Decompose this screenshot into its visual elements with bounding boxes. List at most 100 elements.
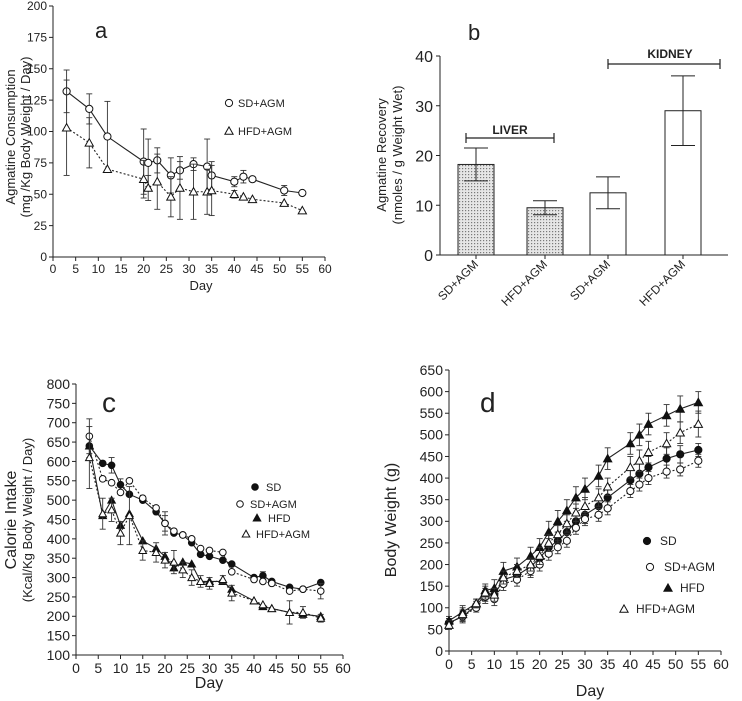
panel-b-label: b <box>468 20 480 45</box>
data-point <box>151 547 161 556</box>
data-point <box>84 452 94 462</box>
data-point <box>512 565 522 575</box>
data-point <box>116 480 125 489</box>
data-point <box>299 585 307 593</box>
data-point <box>570 507 581 517</box>
data-point <box>644 473 653 483</box>
data-point <box>196 544 205 553</box>
x-tick-label: 40 <box>228 262 242 276</box>
data-point <box>676 465 685 474</box>
data-point <box>144 158 153 167</box>
legend-marker <box>241 529 251 538</box>
data-point <box>115 528 126 537</box>
y-tick-label: 550 <box>420 405 444 421</box>
panel-c-ylabel-line2: (Kcal/Kg Body Weight / Day) <box>20 438 35 603</box>
x-tick-label: 50 <box>668 656 684 672</box>
x-tick-label: 20 <box>532 656 548 672</box>
legend-label: SD <box>266 482 281 494</box>
y-tick-label: 100 <box>420 600 444 616</box>
data-point <box>298 188 307 198</box>
data-point <box>694 445 703 455</box>
panel-a-ylabel-line2: (mg /Kg Body Weight / Day) <box>18 57 33 218</box>
x-tick-label: 55 <box>313 660 329 676</box>
y-tick-label: 300 <box>420 513 444 529</box>
x-tick-label: 15 <box>114 262 128 276</box>
x-tick-label: 40 <box>246 660 262 676</box>
data-point <box>675 403 686 413</box>
data-point <box>227 560 236 568</box>
legend-marker <box>252 513 262 522</box>
category-label: HFD+AGM <box>636 257 688 309</box>
y-tick-label: 150 <box>27 62 47 76</box>
data-point <box>525 559 536 569</box>
panel-b-ylabel-line1: Agmatine Recovery <box>374 98 389 212</box>
data-point <box>206 185 217 195</box>
data-point <box>316 587 325 595</box>
data-point <box>227 588 237 597</box>
data-point <box>259 577 267 586</box>
legend-label: HFD+AGM <box>636 602 695 616</box>
series-hfd-plus-agm <box>84 426 326 625</box>
data-point <box>169 557 179 566</box>
data-point <box>694 456 703 465</box>
x-tick-label: 35 <box>224 660 240 676</box>
data-point <box>165 191 176 201</box>
data-point <box>205 546 214 555</box>
y-tick-label: 500 <box>420 427 444 443</box>
data-point <box>174 182 185 192</box>
category-label: HFD+AGM <box>498 257 550 309</box>
data-point <box>195 576 206 585</box>
data-point <box>98 508 108 518</box>
y-tick-label: 600 <box>47 453 71 469</box>
data-point <box>561 518 572 528</box>
data-point <box>138 494 147 503</box>
x-tick-label: 45 <box>645 656 661 672</box>
panel-c-xlabel: Day <box>195 675 223 692</box>
data-point <box>152 176 163 186</box>
data-point <box>84 137 95 147</box>
x-tick-label: 25 <box>179 660 195 676</box>
y-tick-label: 125 <box>27 93 47 107</box>
series-hfd-plus-agm <box>444 410 704 630</box>
data-point <box>580 501 590 510</box>
series-sd-plus-agm <box>62 69 307 198</box>
data-point <box>187 572 197 582</box>
data-point <box>249 595 259 605</box>
data-point <box>267 603 277 613</box>
panel-c: c Day Calorie Intake (Kcal/Kg Body Weigh… <box>3 376 351 692</box>
data-point <box>284 607 295 616</box>
x-tick-label: 15 <box>135 660 151 676</box>
panel-a-xlabel: Day <box>189 278 213 293</box>
data-point <box>644 463 653 472</box>
panel-d-xlabel: Day <box>576 683 604 700</box>
data-point <box>298 607 308 616</box>
legend: SD+AGM HFD+AGM <box>224 98 292 138</box>
series-sd-plus-agm <box>85 418 325 600</box>
y-tick-label: 100 <box>27 125 47 139</box>
series-line <box>448 401 699 622</box>
data-point <box>594 510 603 519</box>
panel-d-label: d <box>480 387 496 418</box>
y-tick-label: 75 <box>34 156 48 170</box>
y-tick-label: 0 <box>435 643 443 659</box>
y-tick-label: 450 <box>47 511 71 527</box>
data-point <box>480 587 491 597</box>
y-tick-label: 350 <box>47 550 71 566</box>
y-tick-label: 200 <box>420 556 444 572</box>
data-point <box>170 527 178 535</box>
legend-marker <box>224 125 234 135</box>
y-tick-label: 700 <box>47 415 71 431</box>
data-point <box>552 529 563 539</box>
legend-marker <box>236 500 244 508</box>
panel-d: d Day Body Weight (g) 0 5 10 15 20 25 30 35 40 45… <box>383 362 729 700</box>
y-tick-label: 50 <box>427 621 443 637</box>
x-tick-label: 10 <box>487 656 503 672</box>
x-tick-label: 60 <box>713 656 729 672</box>
y-tick-label: 40 <box>415 49 433 66</box>
data-point <box>580 483 590 493</box>
y-tick-label: 20 <box>415 149 433 166</box>
x-tick-label: 0 <box>72 660 80 676</box>
data-point <box>693 397 704 407</box>
y-tick-label: 200 <box>47 608 71 624</box>
